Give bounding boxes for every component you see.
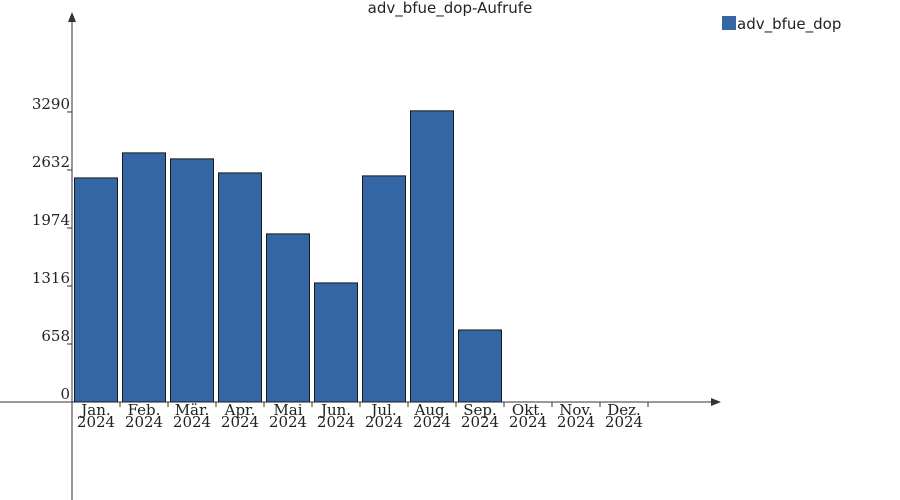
y-tick-label: 2632 xyxy=(32,153,70,171)
bar xyxy=(122,152,166,403)
bar xyxy=(74,177,118,403)
bar xyxy=(362,175,406,403)
x-tick-label: Nov. 2024 xyxy=(556,401,596,431)
x-tick-label: Apr. 2024 xyxy=(220,401,260,431)
y-tick-label: 3290 xyxy=(32,95,70,113)
bar xyxy=(266,233,310,403)
y-tick-label: 0 xyxy=(60,385,70,403)
bar xyxy=(314,282,358,403)
y-tick-label: 1316 xyxy=(32,269,70,287)
x-tick-label: Mai 2024 xyxy=(268,401,308,431)
bar xyxy=(410,110,454,403)
x-axis-arrow xyxy=(711,398,721,406)
x-tick-label: Jun. 2024 xyxy=(316,401,356,431)
legend-label: adv_bfue_dop xyxy=(737,15,841,34)
x-tick-label: Okt. 2024 xyxy=(508,401,548,431)
legend-swatch xyxy=(722,16,736,30)
chart-title: adv_bfue_dop-Aufrufe xyxy=(368,0,533,18)
x-tick-label: Feb. 2024 xyxy=(124,401,164,431)
y-tick-label: 1974 xyxy=(32,211,70,229)
x-tick-label: Dez. 2024 xyxy=(604,401,644,431)
bar xyxy=(218,172,262,403)
x-tick-label: Sep. 2024 xyxy=(460,401,500,431)
x-tick-label: Jul. 2024 xyxy=(364,401,404,431)
bar xyxy=(458,329,502,403)
y-tick-label: 658 xyxy=(41,327,70,345)
x-tick-label: Aug. 2024 xyxy=(412,401,452,431)
bar xyxy=(170,158,214,403)
x-tick-label: Jan. 2024 xyxy=(76,401,116,431)
y-axis-arrow xyxy=(68,12,76,22)
x-tick-label: Mär. 2024 xyxy=(172,401,212,431)
